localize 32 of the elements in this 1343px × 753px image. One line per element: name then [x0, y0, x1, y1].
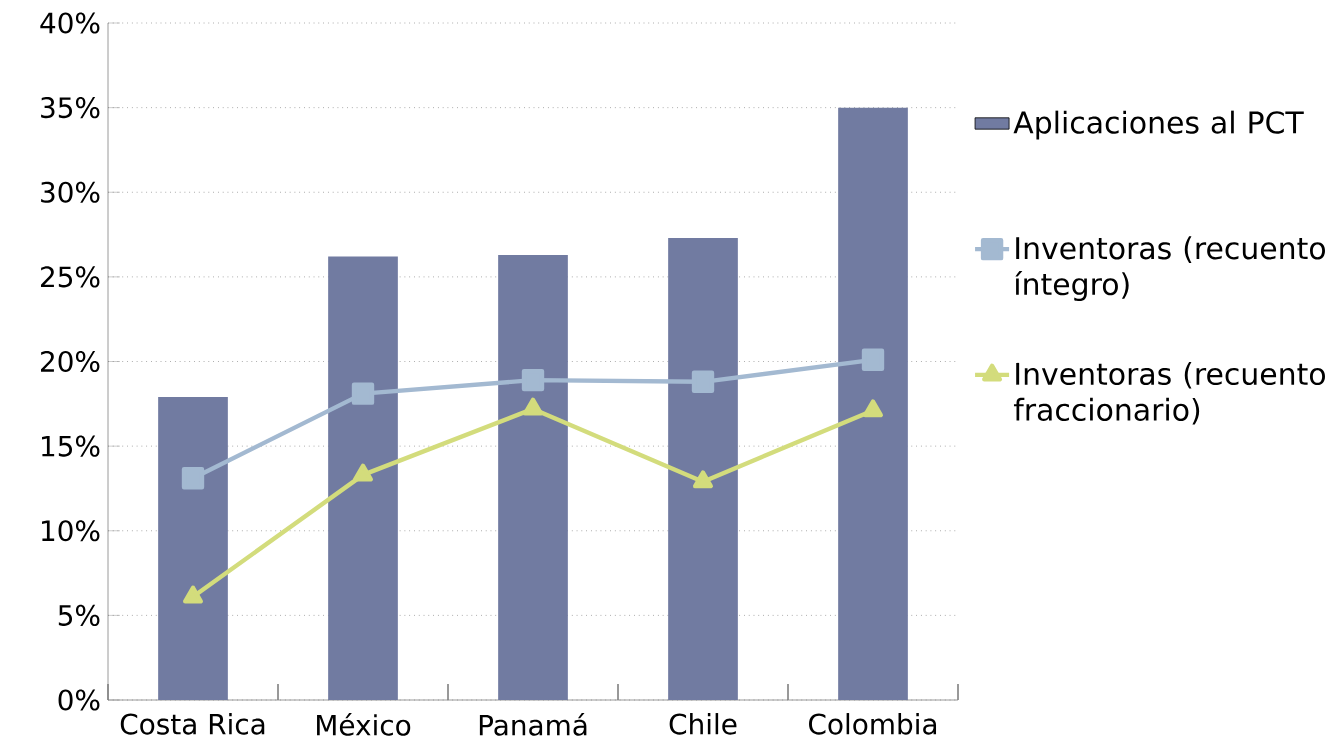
legend-label: Aplicaciones al PCT	[1013, 110, 1304, 140]
y-tick-label: 5%	[58, 604, 100, 626]
bar	[158, 397, 228, 700]
y-tick-label: 15%	[42, 435, 100, 457]
y-tick-label: 30%	[41, 181, 100, 203]
x-tick-label: Costa Rica	[120, 713, 265, 735]
bar	[328, 256, 398, 700]
point	[181, 467, 205, 490]
bar	[838, 107, 908, 700]
point	[353, 463, 373, 482]
point	[183, 585, 203, 604]
y-tick-label: 35%	[41, 97, 100, 119]
x-tick-label: México	[317, 713, 411, 736]
point	[861, 348, 885, 371]
bar	[498, 254, 568, 700]
x-tick-label: Colombia	[809, 713, 937, 735]
point	[863, 399, 883, 418]
x-tick-label: Panamá	[479, 713, 587, 736]
point	[351, 382, 375, 405]
x-tick-label: Chile	[669, 713, 737, 735]
y-tick-label: 0%	[58, 689, 100, 711]
point	[693, 470, 713, 489]
y-tick-label: 10%	[42, 520, 100, 542]
y-tick-label: 25%	[40, 266, 100, 288]
point	[521, 368, 545, 392]
bar	[668, 237, 738, 700]
legend-label: Inventoras (recuento íntegro)	[1015, 236, 1325, 302]
legend-label: Inventoras (recuento fraccionario)	[1013, 362, 1325, 425]
y-tick-label: 40%	[40, 12, 100, 34]
point	[523, 397, 543, 416]
point	[691, 370, 715, 393]
y-tick-label: 20%	[40, 350, 100, 373]
